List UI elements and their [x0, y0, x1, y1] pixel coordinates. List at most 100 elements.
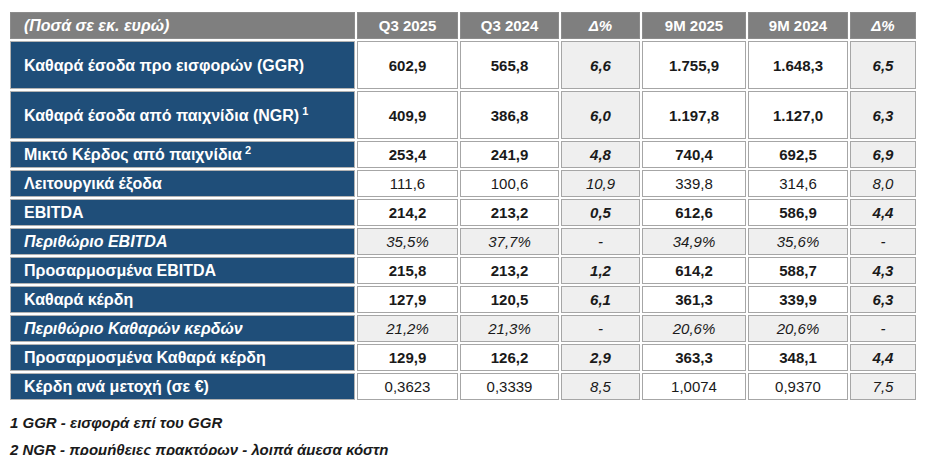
- row-label: Μικτό Κέρδος από παιχνίδια2: [10, 141, 355, 168]
- cell-delta: 1,2: [561, 257, 640, 284]
- cell-delta: -: [850, 228, 916, 255]
- cell-delta: 4,4: [850, 344, 916, 371]
- cell-value: 126,2: [460, 344, 559, 371]
- cell-value: 100,6: [460, 170, 559, 197]
- table-row-ebitda: EBITDA 214,2 213,2 0,5 612,6 586,9 4,4: [10, 199, 916, 226]
- row-label-text: Μικτό Κέρδος από παιχνίδια: [24, 147, 242, 164]
- cell-delta: 6,9: [850, 141, 916, 168]
- table-row-adjusted-ebitda: Προσαρμοσμένα EBITDA 215,8 213,2 1,2 614…: [10, 257, 916, 284]
- row-label-text: Καθαρά κέρδη: [24, 292, 133, 309]
- table-row-net-profit: Καθαρά κέρδη 127,9 120,5 6,1 361,3 339,9…: [10, 286, 916, 313]
- cell-value: 586,9: [748, 199, 848, 226]
- table-row-ggr: Καθαρά έσοδα προ εισφορών (GGR) 602,9 56…: [10, 41, 916, 89]
- cell-value: 0,3339: [460, 373, 559, 400]
- cell-delta: 6,6: [561, 41, 640, 89]
- cell-value: 339,9: [748, 286, 848, 313]
- row-label-superscript: 2: [245, 144, 251, 156]
- cell-delta: -: [561, 228, 640, 255]
- header-col-q3-2025: Q3 2025: [357, 12, 458, 39]
- row-label: Κέρδη ανά μετοχή (σε €): [10, 373, 355, 400]
- row-label-text: Καθαρά έσοδα από παιχνίδια (NGR): [24, 107, 299, 124]
- cell-value: 1.197,8: [642, 91, 746, 139]
- row-label-text: Περιθώριο EBITDA: [24, 234, 167, 251]
- cell-delta: 6,0: [561, 91, 640, 139]
- cell-value: 35,5%: [357, 228, 458, 255]
- table-row-ngr: Καθαρά έσοδα από παιχνίδια (NGR)1 409,9 …: [10, 91, 916, 139]
- cell-value: 348,1: [748, 344, 848, 371]
- cell-value: 602,9: [357, 41, 458, 89]
- cell-value: 20,6%: [748, 315, 848, 342]
- header-units-label: (Ποσά σε εκ. ευρώ): [10, 12, 355, 39]
- cell-delta: 6,5: [850, 41, 916, 89]
- row-label: Περιθώριο Καθαρών κερδών: [10, 315, 355, 342]
- cell-value: 361,3: [642, 286, 746, 313]
- cell-value: 241,9: [460, 141, 559, 168]
- cell-value: 339,8: [642, 170, 746, 197]
- cell-value: 614,2: [642, 257, 746, 284]
- cell-value: 565,8: [460, 41, 559, 89]
- header-col-9m-2024: 9M 2024: [748, 12, 848, 39]
- footnote-ngr: 2 NGR - προμήθειες πρακτόρων - λοιπά άμε…: [10, 436, 927, 455]
- cell-delta: 7,5: [850, 373, 916, 400]
- cell-value: 35,6%: [748, 228, 848, 255]
- cell-value: 740,4: [642, 141, 746, 168]
- cell-value: 111,6: [357, 170, 458, 197]
- cell-delta: 6,1: [561, 286, 640, 313]
- cell-value: 1,0074: [642, 373, 746, 400]
- cell-value: 0,9370: [748, 373, 848, 400]
- cell-delta: 4,3: [850, 257, 916, 284]
- row-label-text: Κέρδη ανά μετοχή (σε €): [24, 379, 209, 396]
- footnotes: 1 GGR - εισφορά επί του GGR 2 NGR - προμ…: [8, 409, 927, 455]
- row-label: Προσαρμοσμένα Καθαρά κέρδη: [10, 344, 355, 371]
- cell-delta: 6,3: [850, 91, 916, 139]
- header-col-9m-2025: 9M 2025: [642, 12, 746, 39]
- cell-value: 253,4: [357, 141, 458, 168]
- cell-value: 386,8: [460, 91, 559, 139]
- cell-delta: 4,8: [561, 141, 640, 168]
- cell-value: 120,5: [460, 286, 559, 313]
- row-label-text: EBITDA: [24, 205, 84, 222]
- cell-value: 0,3623: [357, 373, 458, 400]
- table-row-gross-profit: Μικτό Κέρδος από παιχνίδια2 253,4 241,9 …: [10, 141, 916, 168]
- header-col-delta-9m: Δ%: [850, 12, 916, 39]
- cell-value: 214,2: [357, 199, 458, 226]
- footnote-ggr: 1 GGR - εισφορά επί του GGR: [10, 409, 927, 436]
- cell-value: 612,6: [642, 199, 746, 226]
- row-label: Περιθώριο EBITDA: [10, 228, 355, 255]
- cell-value: 215,8: [357, 257, 458, 284]
- row-label: Καθαρά έσοδα προ εισφορών (GGR): [10, 41, 355, 89]
- cell-value: 692,5: [748, 141, 848, 168]
- cell-delta: 8,0: [850, 170, 916, 197]
- cell-delta: 10,9: [561, 170, 640, 197]
- cell-value: 21,3%: [460, 315, 559, 342]
- row-label-text: Περιθώριο Καθαρών κερδών: [24, 321, 243, 338]
- row-label-superscript: 1: [302, 105, 308, 117]
- cell-value: 213,2: [460, 257, 559, 284]
- cell-value: 20,6%: [642, 315, 746, 342]
- cell-value: 1.648,3: [748, 41, 848, 89]
- cell-delta: 6,3: [850, 286, 916, 313]
- cell-value: 213,2: [460, 199, 559, 226]
- financial-results-table-container: (Ποσά σε εκ. ευρώ) Q3 2025 Q3 2024 Δ% 9M…: [0, 0, 927, 455]
- cell-delta: 0,5: [561, 199, 640, 226]
- cell-value: 34,9%: [642, 228, 746, 255]
- row-label-text: Προσαρμοσμένα EBITDA: [24, 263, 216, 280]
- table-row-earnings-per-share: Κέρδη ανά μετοχή (σε €) 0,3623 0,3339 8,…: [10, 373, 916, 400]
- header-col-delta-q: Δ%: [561, 12, 640, 39]
- row-label-text: Καθαρά έσοδα προ εισφορών (GGR): [24, 57, 304, 74]
- row-label: Προσαρμοσμένα EBITDA: [10, 257, 355, 284]
- cell-delta: 4,4: [850, 199, 916, 226]
- cell-value: 129,9: [357, 344, 458, 371]
- cell-delta: -: [850, 315, 916, 342]
- cell-value: 127,9: [357, 286, 458, 313]
- table-row-adjusted-net-profit: Προσαρμοσμένα Καθαρά κέρδη 129,9 126,2 2…: [10, 344, 916, 371]
- cell-value: 1.127,0: [748, 91, 848, 139]
- table-header-row: (Ποσά σε εκ. ευρώ) Q3 2025 Q3 2024 Δ% 9M…: [10, 12, 916, 39]
- financial-results-table: (Ποσά σε εκ. ευρώ) Q3 2025 Q3 2024 Δ% 9M…: [8, 10, 918, 402]
- table-row-operating-expenses: Λειτουργικά έξοδα 111,6 100,6 10,9 339,8…: [10, 170, 916, 197]
- cell-value: 588,7: [748, 257, 848, 284]
- row-label-text: Λειτουργικά έξοδα: [24, 176, 162, 193]
- row-label: Καθαρά κέρδη: [10, 286, 355, 313]
- cell-value: 1.755,9: [642, 41, 746, 89]
- row-label: Καθαρά έσοδα από παιχνίδια (NGR)1: [10, 91, 355, 139]
